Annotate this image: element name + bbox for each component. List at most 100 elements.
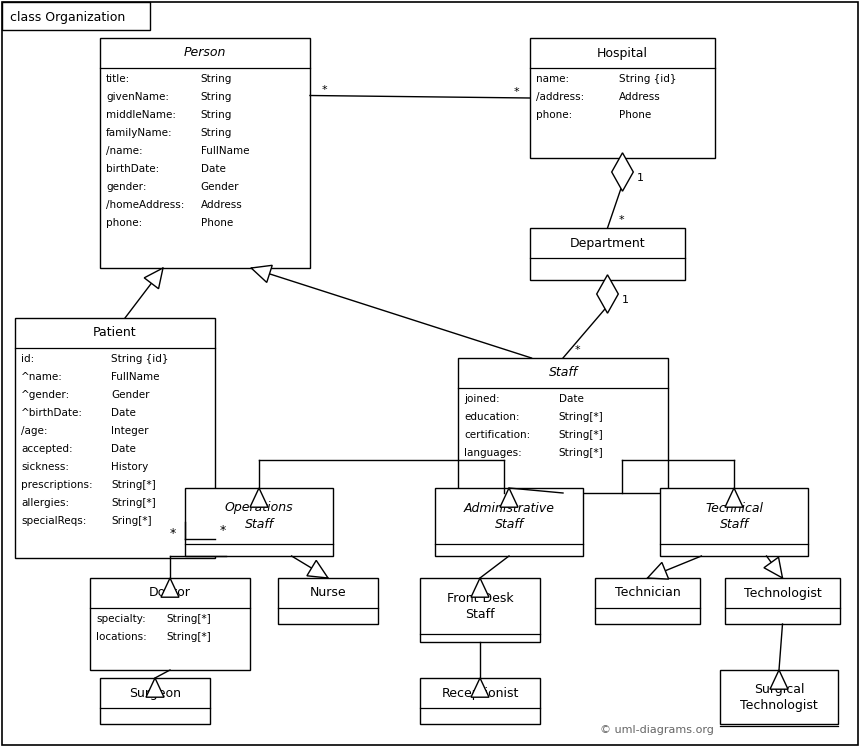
Bar bbox=[660, 488, 808, 556]
Text: id:: id: bbox=[21, 354, 34, 364]
Text: /address:: /address: bbox=[536, 92, 584, 102]
Text: String[*]: String[*] bbox=[111, 498, 156, 508]
Text: accepted:: accepted: bbox=[21, 444, 72, 453]
Text: Technician: Technician bbox=[615, 586, 680, 600]
Text: History: History bbox=[111, 462, 148, 472]
Bar bbox=[90, 578, 250, 670]
Text: © uml-diagrams.org: © uml-diagrams.org bbox=[600, 725, 714, 735]
Text: *: * bbox=[321, 84, 327, 95]
Polygon shape bbox=[764, 557, 783, 578]
Text: ^gender:: ^gender: bbox=[21, 390, 71, 400]
Bar bbox=[420, 578, 540, 642]
Text: Staff: Staff bbox=[549, 367, 578, 379]
Text: birthDate:: birthDate: bbox=[106, 164, 159, 174]
Text: certification:: certification: bbox=[464, 430, 531, 440]
Text: specialty:: specialty: bbox=[96, 614, 145, 624]
Polygon shape bbox=[648, 562, 669, 579]
Bar bbox=[720, 670, 838, 724]
Bar bbox=[100, 678, 210, 724]
Polygon shape bbox=[770, 670, 788, 689]
Text: Technologist: Technologist bbox=[744, 586, 821, 600]
Text: Address: Address bbox=[619, 92, 660, 102]
Text: Address: Address bbox=[200, 199, 243, 210]
Text: specialReqs:: specialReqs: bbox=[21, 515, 86, 526]
Text: languages:: languages: bbox=[464, 447, 522, 458]
Text: Surgeon: Surgeon bbox=[129, 686, 181, 699]
Polygon shape bbox=[471, 578, 489, 597]
Text: *: * bbox=[513, 87, 519, 97]
Text: String[*]: String[*] bbox=[167, 632, 212, 642]
Polygon shape bbox=[146, 678, 164, 697]
Text: ^name:: ^name: bbox=[21, 372, 63, 382]
Text: Front Desk
Staff: Front Desk Staff bbox=[446, 592, 513, 621]
Text: /age:: /age: bbox=[21, 426, 47, 436]
Text: prescriptions:: prescriptions: bbox=[21, 480, 93, 490]
Text: Receptionist: Receptionist bbox=[441, 686, 519, 699]
Bar bbox=[15, 318, 215, 558]
Polygon shape bbox=[250, 488, 268, 507]
Text: sickness:: sickness: bbox=[21, 462, 69, 472]
Text: Operations
Staff: Operations Staff bbox=[224, 501, 293, 530]
Text: /name:: /name: bbox=[106, 146, 143, 156]
Polygon shape bbox=[471, 678, 489, 697]
Bar bbox=[420, 678, 540, 724]
Polygon shape bbox=[597, 275, 618, 313]
Text: Date: Date bbox=[111, 408, 136, 418]
Text: gender:: gender: bbox=[106, 182, 146, 192]
Text: title:: title: bbox=[106, 74, 130, 84]
Text: String: String bbox=[200, 92, 232, 102]
Text: Person: Person bbox=[184, 46, 226, 60]
Bar bbox=[595, 578, 700, 624]
Text: ^birthDate:: ^birthDate: bbox=[21, 408, 83, 418]
Bar bbox=[435, 488, 583, 556]
Text: String[*]: String[*] bbox=[559, 412, 604, 422]
Polygon shape bbox=[161, 578, 179, 597]
Polygon shape bbox=[611, 153, 633, 191]
Bar bbox=[530, 228, 685, 280]
Text: String: String bbox=[200, 128, 232, 137]
Bar bbox=[100, 38, 310, 268]
Text: FullName: FullName bbox=[200, 146, 249, 156]
Text: joined:: joined: bbox=[464, 394, 500, 404]
Text: Phone: Phone bbox=[619, 110, 651, 120]
Text: Surgical
Technologist: Surgical Technologist bbox=[740, 684, 818, 713]
Text: Gender: Gender bbox=[111, 390, 150, 400]
Bar bbox=[458, 358, 668, 493]
Text: Department: Department bbox=[569, 237, 645, 249]
Text: education:: education: bbox=[464, 412, 519, 422]
Text: String[*]: String[*] bbox=[559, 447, 604, 458]
Bar bbox=[2, 2, 150, 30]
Text: String: String bbox=[200, 110, 232, 120]
Text: allergies:: allergies: bbox=[21, 498, 69, 508]
Text: Date: Date bbox=[111, 444, 136, 453]
Polygon shape bbox=[251, 265, 273, 282]
Text: Doctor: Doctor bbox=[149, 586, 191, 600]
Text: Patient: Patient bbox=[93, 326, 137, 339]
Text: Phone: Phone bbox=[200, 218, 233, 228]
Text: String {id}: String {id} bbox=[619, 74, 676, 84]
Text: familyName:: familyName: bbox=[106, 128, 173, 137]
Polygon shape bbox=[725, 488, 743, 507]
Text: String[*]: String[*] bbox=[167, 614, 212, 624]
Polygon shape bbox=[307, 560, 328, 578]
Text: FullName: FullName bbox=[111, 372, 159, 382]
Text: *: * bbox=[618, 215, 624, 225]
Bar bbox=[530, 38, 715, 158]
Text: phone:: phone: bbox=[536, 110, 572, 120]
Text: class Organization: class Organization bbox=[10, 10, 126, 23]
Text: Date: Date bbox=[559, 394, 584, 404]
Text: 1: 1 bbox=[622, 295, 629, 305]
Text: /homeAddress:: /homeAddress: bbox=[106, 199, 184, 210]
Text: *: * bbox=[574, 345, 580, 355]
Bar bbox=[725, 578, 840, 624]
Text: Sring[*]: Sring[*] bbox=[111, 515, 151, 526]
Text: Administrative
Staff: Administrative Staff bbox=[464, 501, 555, 530]
Text: String: String bbox=[200, 74, 232, 84]
Polygon shape bbox=[500, 488, 518, 507]
Text: locations:: locations: bbox=[96, 632, 147, 642]
Text: *: * bbox=[220, 524, 226, 537]
Text: phone:: phone: bbox=[106, 218, 142, 228]
Polygon shape bbox=[144, 268, 163, 289]
Text: givenName:: givenName: bbox=[106, 92, 169, 102]
Text: *: * bbox=[170, 527, 176, 541]
